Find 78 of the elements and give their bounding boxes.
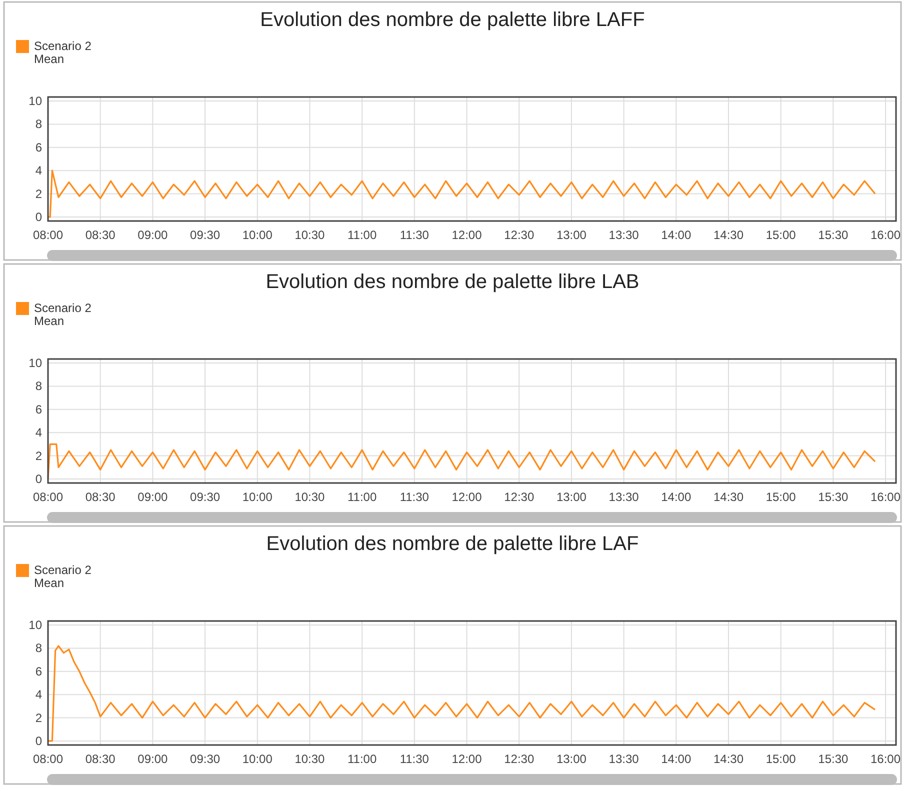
x-tick-label: 11:30 [400,228,430,242]
x-tick-label: 14:30 [713,490,744,504]
x-tick-label: 14:00 [661,752,692,766]
line-series [47,170,876,218]
x-tick-label: 11:00 [348,490,377,504]
line-series [47,443,876,480]
x-tick-label: 08:00 [32,228,64,242]
x-tick-label: 16:00 [870,490,901,504]
legend-label: Scenario 2 Mean [34,563,92,590]
x-tick-label: 08:00 [32,490,64,504]
x-tick-label: 10:30 [294,228,326,242]
x-tick-label: 11:00 [348,228,377,242]
y-tick-label: 8 [35,117,42,132]
x-tick-label: 09:30 [190,490,220,504]
x-tick-label: 15:30 [818,752,849,766]
y-tick-label: 10 [28,618,42,632]
x-tick-label: 09:00 [138,228,168,242]
legend-label: Scenario 2 Mean [34,301,92,328]
y-tick-label: 6 [35,402,42,416]
y-tick-label: 6 [35,140,42,154]
line-series [47,645,876,742]
x-tick-label: 12:00 [452,228,482,242]
x-tick-label: 11:30 [400,490,430,504]
x-tick-label: 14:00 [661,228,692,242]
x-tick-label: 08:00 [32,752,64,766]
y-tick-label: 0 [35,734,42,748]
x-tick-label: 13:30 [608,752,640,766]
y-tick-label: 8 [35,379,42,394]
x-tick-label: 12:30 [504,228,534,242]
x-tick-label: 14:30 [713,228,744,242]
y-tick-label: 2 [35,186,42,201]
x-tick-label: 10:30 [294,490,326,504]
y-tick-label: 4 [35,688,42,702]
chart-title: Evolution des nombre de palette libre LAB [266,271,640,293]
x-tick-label: 09:00 [138,752,168,766]
x-tick-label: 10:30 [294,752,326,766]
x-tick-label: 10:00 [242,752,273,766]
x-tick-label: 12:30 [504,752,534,766]
y-tick-label: 2 [35,448,42,463]
x-tick-label: 09:00 [138,490,168,504]
x-tick-label: 11:30 [400,752,430,766]
x-tick-label: 15:00 [766,228,796,242]
y-tick-label: 8 [35,641,42,656]
x-tick-label: 12:00 [452,752,482,766]
x-tick-label: 13:30 [608,228,640,242]
x-tick-label: 09:30 [190,752,220,766]
x-tick-label: 08:30 [85,752,116,766]
x-tick-label: 12:00 [452,490,482,504]
x-tick-label: 16:00 [870,752,901,766]
x-tick-label: 08:30 [85,490,116,504]
x-tick-label: 14:00 [661,490,692,504]
x-tick-label: 15:30 [818,490,849,504]
y-tick-label: 0 [35,210,42,224]
x-tick-label: 11:00 [348,752,377,766]
x-tick-label: 15:00 [766,490,796,504]
x-tick-label: 13:30 [608,490,640,504]
x-tick-label: 14:30 [713,752,744,766]
x-tick-label: 12:30 [504,490,534,504]
x-tick-label: 13:00 [556,228,587,242]
x-tick-label: 08:30 [85,228,116,242]
chart-title: Evolution des nombre de palette libre LAF [266,533,639,555]
legend-label: Scenario 2 Mean [34,39,92,66]
chart-title: Evolution des nombre de palette libre LAFF [260,9,645,31]
x-tick-label: 13:00 [556,752,587,766]
y-tick-label: 6 [35,664,42,678]
x-tick-label: 10:00 [242,490,273,504]
y-tick-label: 0 [35,472,42,486]
x-tick-label: 13:00 [556,490,587,504]
y-tick-label: 4 [35,426,42,440]
x-tick-label: 15:00 [766,752,796,766]
y-tick-label: 10 [28,94,42,108]
y-tick-label: 2 [35,710,42,725]
x-tick-label: 15:30 [818,228,849,242]
y-tick-label: 4 [35,164,42,178]
x-tick-label: 10:00 [242,228,273,242]
x-tick-label: 09:30 [190,228,220,242]
y-tick-label: 10 [28,356,42,370]
x-tick-label: 16:00 [870,228,901,242]
